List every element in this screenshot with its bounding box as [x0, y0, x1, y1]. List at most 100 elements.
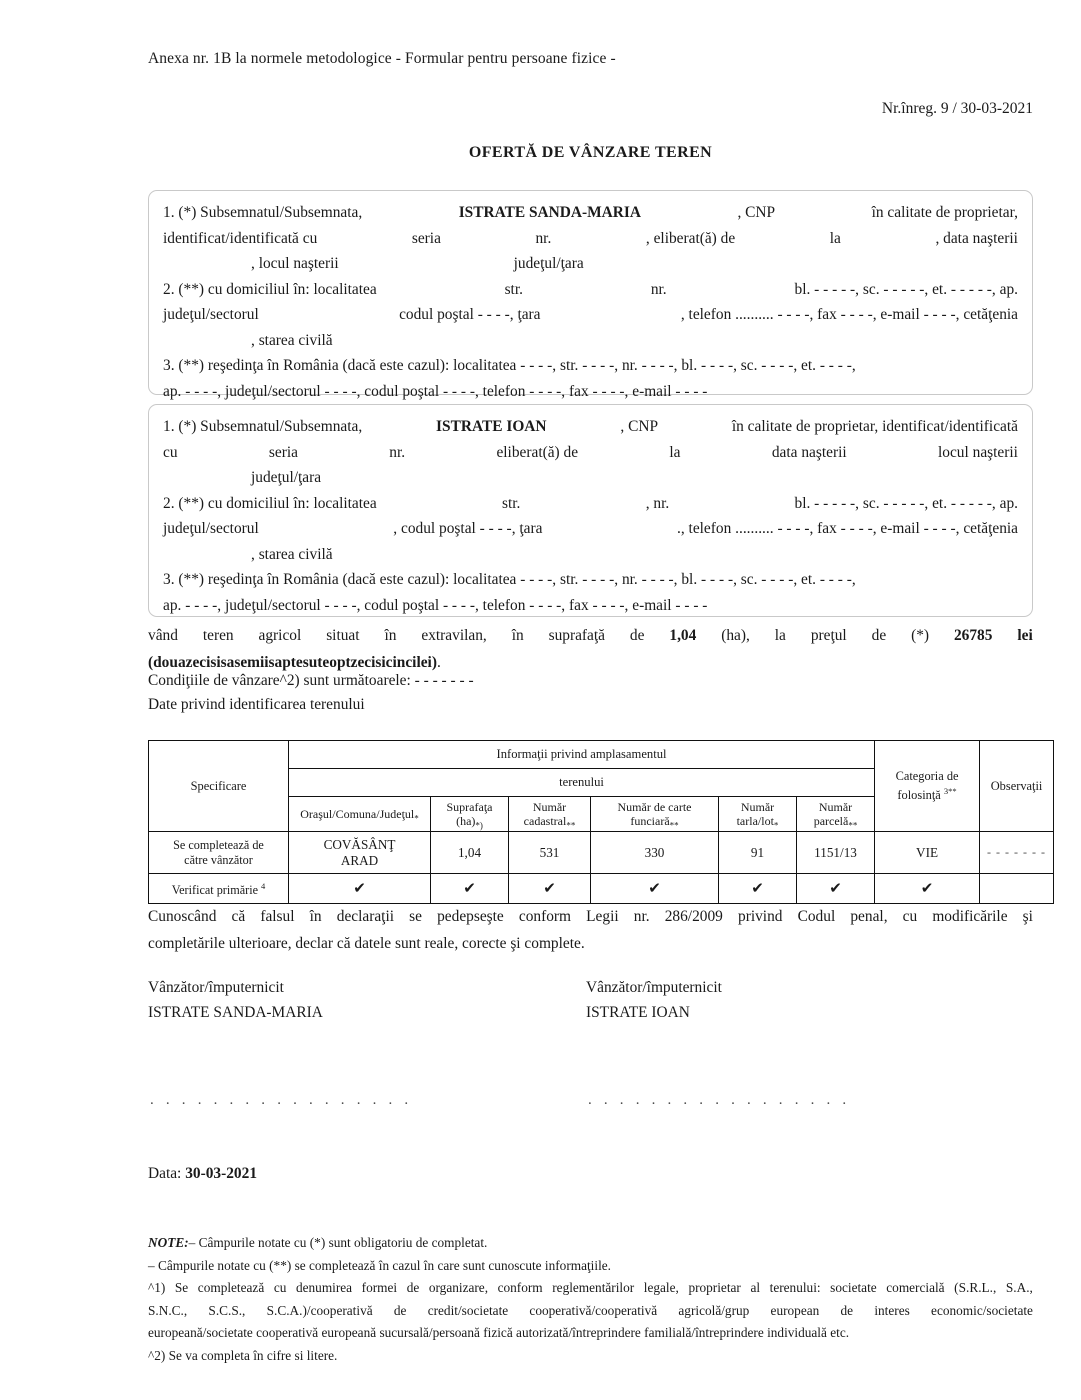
n3-w12: al — [750, 1280, 761, 1295]
n3b-w0: S.N.C., — [148, 1302, 188, 1318]
decl-w9: Legii — [586, 908, 619, 925]
party2-address-rest: bl. - - - - -, sc. - - - - -, et. - - - … — [794, 494, 1019, 512]
party-box-seller-1: 1. (*) Subsemnatul/Subsemnata, ISTRATE S… — [148, 190, 1033, 400]
party1-eliberat-label: , eliberat(ă) de — [645, 229, 736, 247]
n3-w6: de — [406, 1280, 420, 1295]
signature-left-name: ISTRATE SANDA-MARIA — [148, 1004, 323, 1021]
th-group-line2: terenului — [559, 775, 604, 789]
th-numar-tarla-lot: Număr tarla/lot* — [718, 796, 797, 832]
row-0-categoria: VIE — [874, 831, 981, 874]
n3-w8: conform — [497, 1280, 543, 1295]
row-1-check-cadastral: ✔ — [508, 873, 591, 904]
row-1-label: Verificat primărie 4 — [148, 873, 289, 904]
signature-left-role: Vânzător/împuternicit — [148, 979, 284, 996]
land-identification-label: Date privind identificarea terenului — [148, 696, 365, 713]
party1-line6: , starea civilă — [163, 328, 1018, 354]
party1-address-rest: bl. - - - - -, sc. - - - - -, et. - - - … — [794, 280, 1019, 298]
row-0-locality: COVĂSÂNŢ ARAD — [288, 831, 431, 874]
party2-capacity: în calitate de proprietar, identificat/i… — [731, 418, 1018, 435]
row-1-label-l1: Verificat primărie — [171, 883, 258, 898]
sale-w13: de — [871, 627, 887, 644]
th-sub-4-l2: tarla/lot — [736, 814, 774, 828]
th-specificare: Specificare — [148, 740, 289, 832]
party1-nr2-label: nr. — [650, 280, 667, 298]
sale-w5: în — [384, 627, 397, 644]
sale-price-words-end: . — [436, 654, 441, 671]
th-numar-carte-funciara: Număr de carte funciară** — [590, 796, 719, 832]
party1-seria-label: seria — [411, 229, 441, 247]
n3b-w7: european — [770, 1302, 820, 1318]
party2-seria-label: seria — [268, 443, 298, 461]
sale-w1: vând — [148, 627, 178, 644]
party1-name: ISTRATE SANDA-MARIA — [458, 204, 641, 221]
party2-line4: 2. (**) cu domiciliul în: localitatea st… — [163, 491, 1018, 517]
party1-judet-sector-label: judeţul/sectorul — [163, 306, 259, 323]
sale-w12: preţul — [810, 627, 847, 644]
th-sub-0-l1: Oraşul/Comuna/Judeţul — [300, 807, 415, 821]
footer-notes: NOTE:– Câmpurile notate cu (*) sunt obli… — [148, 1232, 1033, 1367]
sale-line-1: vând teren agricol situat în extravilan,… — [148, 622, 1033, 649]
decl-w12: privind — [738, 908, 783, 925]
decl-w5: declaraţii — [336, 908, 395, 925]
th-sub-1-sup: *) — [475, 820, 483, 831]
decl-w13: Codul — [797, 908, 836, 925]
row-0-label-l2: către vânzător — [184, 852, 253, 867]
sale-area-value: 1,04 — [669, 627, 697, 644]
party2-la-label: la — [669, 443, 681, 461]
note-line-6: ^2) Se va completa în cifre si litere. — [148, 1347, 338, 1363]
row-1-check-tarla-lot: ✔ — [718, 873, 797, 904]
signature-right-name: ISTRATE IOAN — [586, 1004, 690, 1021]
party2-cod-postal-label: , codul poştal - - - -, ţara — [393, 520, 543, 537]
th-sub-1-l2-wrap: (ha)*) — [433, 814, 506, 831]
party-box-seller-2: 1. (*) Subsemnatul/Subsemnata, ISTRATE I… — [148, 404, 1033, 617]
anexa-reference: Anexa nr. 1B la normele metodologice - F… — [148, 50, 616, 67]
th-group-line1: Informaţii privind amplasamentul — [496, 747, 667, 761]
party1-line3: , locul naşterii judeţul/ţara — [163, 251, 1018, 277]
date-label: Data: — [148, 1165, 182, 1182]
decl-w14: penal, — [850, 908, 888, 925]
row-1-check-parcela: ✔ — [795, 873, 876, 904]
row-0-parcela: 1151/13 — [795, 831, 876, 874]
party2-name: ISTRATE IOAN — [436, 418, 547, 435]
party2-line7: 3. (**) reşedinţa în România (dacă este … — [163, 571, 856, 588]
party2-eliberat-label: eliberat(ă) de — [496, 443, 579, 461]
sale-w3: agricol — [258, 627, 302, 644]
n3b-w1: S.C.S., — [208, 1302, 246, 1318]
n3-w5: formei — [361, 1280, 398, 1295]
party1-line4: 2. (**) cu domiciliul în: localitatea st… — [163, 277, 1018, 303]
row-0-numar-cadastral: 531 — [508, 831, 591, 874]
party1-line5: judeţul/sectorul codul poştal - - - -, ţ… — [163, 302, 1018, 328]
th-sub-1-l2: (ha) — [456, 814, 476, 828]
n3-w13: terenului: — [769, 1280, 821, 1295]
sale-w14: (*) — [911, 627, 930, 644]
decl-w3: falsul — [260, 908, 295, 925]
party2-judet-sector-label: judeţul/sectorul — [163, 520, 259, 537]
row-0-carte-funciara: 330 — [590, 831, 719, 874]
th-sub-3-l2-wrap: funciară** — [593, 814, 716, 830]
sale-w9: de — [629, 627, 645, 644]
party1-line7: 3. (**) reşedinţa în România (dacă este … — [163, 357, 856, 374]
party1-contact-rest: , telefon .......... - - - -, fax - - - … — [680, 306, 1018, 323]
sale-paragraph: vând teren agricol situat în extravilan,… — [148, 622, 1033, 676]
n3b-w5: cooperativă/cooperativă — [529, 1302, 658, 1318]
sale-w6: extravilan, — [421, 627, 487, 644]
th-sub-1-l1: Suprafaţa — [446, 800, 493, 814]
party2-nr-label: nr. — [389, 443, 406, 461]
party2-cnp-label: , CNP — [620, 418, 659, 435]
n3-w0: ^1) — [148, 1280, 166, 1295]
table-header-row-3: Oraşul/Comuna/Judeţul* Suprafaţa (ha)*) … — [149, 796, 1054, 832]
sale-conditions: Condiţiile de vânzare^2) sunt următoarel… — [148, 672, 474, 689]
party2-contact-rest: ., telefon .......... - - - -, fax - - -… — [677, 520, 1018, 537]
th-sub-5-sup: ** — [848, 820, 858, 831]
table-row: Verificat primărie 4 ✔ ✔ ✔ ✔ ✔ ✔ ✔ — [148, 873, 1055, 904]
party1-identificat-label: identificat/identificată cu — [163, 229, 318, 247]
n3b-w4: credit/societate — [427, 1302, 509, 1318]
row-0-tarla-lot: 91 — [718, 831, 797, 874]
sale-w4: situat — [326, 627, 360, 644]
row-0-label: Se completează de către vânzător — [148, 831, 289, 874]
note-1-text: – Câmpurile notate cu (*) sunt obligator… — [188, 1235, 488, 1250]
n3-w9: reglementărilor — [552, 1280, 635, 1295]
sale-w11: la — [774, 627, 786, 644]
row-1-check-carte-funciara: ✔ — [590, 873, 719, 904]
n3-w11: proprietar — [688, 1280, 741, 1295]
